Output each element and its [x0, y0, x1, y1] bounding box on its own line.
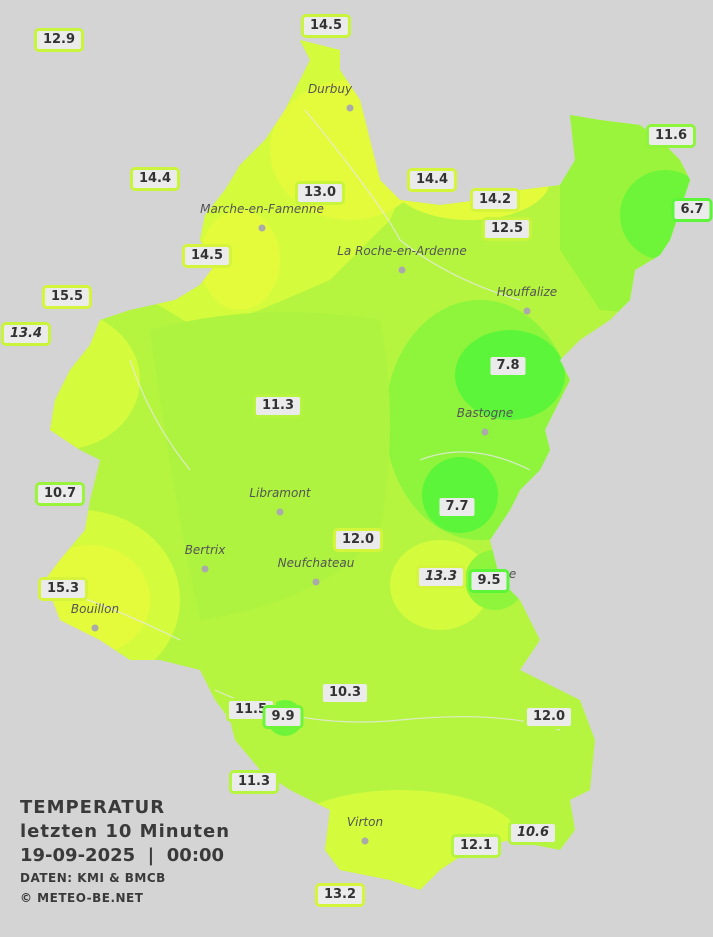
legend-subtitle: letzten 10 Minuten: [20, 821, 231, 842]
station-temperature[interactable]: 9.5: [468, 569, 510, 593]
legend: TEMPERATUR letzten 10 Minuten 19-09-2025…: [20, 796, 230, 908]
town-label: Marche-en-Famenne: [200, 202, 324, 216]
town-dot: [276, 508, 284, 516]
town-dot: [258, 224, 266, 232]
town-label: Libramont: [249, 486, 311, 500]
station-temperature[interactable]: 13.2: [314, 883, 366, 907]
station-temperature[interactable]: 11.6: [645, 124, 697, 148]
station-temperature[interactable]: 12.5: [481, 217, 533, 241]
station-temperature[interactable]: 11.3: [228, 770, 280, 794]
legend-datetime: 19-09-2025 | 00:00: [20, 845, 225, 866]
station-temperature[interactable]: 15.5: [41, 285, 93, 309]
town-label: Durbuy: [307, 82, 353, 96]
station-temperature[interactable]: 14.4: [129, 167, 181, 191]
town-dot: [523, 307, 531, 315]
town-label: Bastogne: [456, 406, 514, 420]
town-dot: [91, 624, 99, 632]
legend-title: TEMPERATUR: [20, 797, 166, 818]
station-temperature[interactable]: 12.0: [523, 705, 575, 729]
town-dot: [201, 565, 209, 573]
station-temperature[interactable]: 14.5: [300, 14, 352, 38]
station-temperature[interactable]: 13.4: [0, 322, 52, 346]
town-label: Bouillon: [70, 602, 120, 616]
station-temperature[interactable]: 12.1: [450, 834, 502, 858]
town-dot: [481, 428, 489, 436]
town-label: Neufchateau: [277, 556, 355, 570]
river-lines: [59, 109, 561, 731]
station-temperature[interactable]: 15.3: [37, 577, 89, 601]
station-temperature[interactable]: 7.8: [487, 354, 529, 378]
station-temperature[interactable]: 14.4: [406, 168, 458, 192]
town-label: Virton: [346, 815, 384, 829]
town-dot: [398, 266, 406, 274]
town-label: Bertrix: [184, 543, 226, 557]
legend-copyright: © METEO-BE.NET: [20, 891, 144, 905]
legend-source: DATEN: KMI & BMCB: [20, 871, 166, 885]
town-dot: [312, 578, 320, 586]
station-temperature[interactable]: 6.7: [671, 198, 713, 222]
town-dot: [361, 837, 369, 845]
station-temperature[interactable]: 14.2: [469, 188, 521, 212]
station-temperature[interactable]: 10.6: [507, 821, 559, 845]
station-temperature[interactable]: 12.9: [33, 28, 85, 52]
station-temperature[interactable]: 13.0: [294, 181, 346, 205]
station-temperature[interactable]: 7.7: [436, 495, 478, 519]
station-temperature[interactable]: 10.7: [34, 482, 86, 506]
station-temperature[interactable]: 10.3: [319, 681, 371, 705]
station-temperature[interactable]: 13.3: [415, 565, 467, 589]
town-label: La Roche-en-Ardenne: [337, 244, 467, 258]
station-temperature[interactable]: 14.5: [181, 244, 233, 268]
station-temperature[interactable]: 12.0: [332, 528, 384, 552]
station-temperature[interactable]: 11.3: [252, 394, 304, 418]
town-dot: [346, 104, 354, 112]
town-label: Houffalize: [496, 285, 558, 299]
station-temperature[interactable]: 9.9: [262, 705, 304, 729]
